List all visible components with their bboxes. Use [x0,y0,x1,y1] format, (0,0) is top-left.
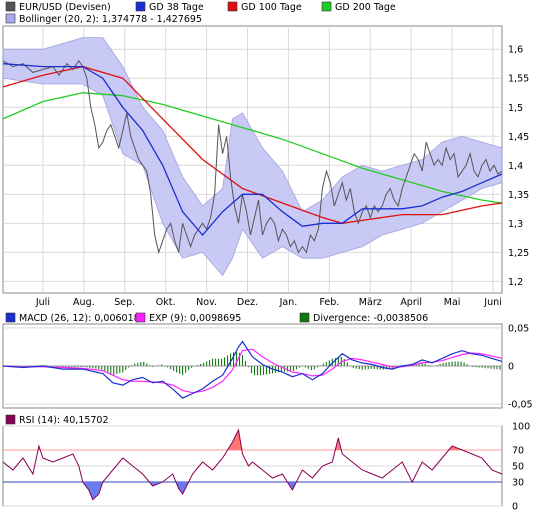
legend-label-bollinger-20-2-1-374778-1-427695: Bollinger (20, 2): 1,374778 - 1,427695 [19,14,202,25]
y-tick-label: 100 [512,422,530,433]
legend-swatch-divergence-0-0038506 [299,312,310,323]
bollinger-band-area [2,37,503,277]
x-tick-label-mai: Mai [444,297,461,308]
y-tick-label: 0 [512,502,518,513]
legend-label-gd-38-tage: GD 38 Tage [149,2,204,13]
legend-label-gd-100-tage: GD 100 Tage [241,2,302,13]
rsi-y-axis: 100 70 50 30 0 [512,422,530,513]
x-tick-label-aug: Aug. [73,297,95,308]
price-legend: EUR/USD (Devisen) GD 38 Tage GD 100 Tage GD… [5,1,396,25]
macd-lines [2,340,503,399]
macd-panel: MACD (26, 12): 0,0060189 EXP (9): 0,00986… [2,312,533,411]
price-lines [2,59,503,255]
series-line-eur-usd-devisen [2,59,503,255]
x-tick-label-juni: Juni [483,297,501,308]
price-x-axis: Juli Aug. Sep. Okt. Nov. Dez. Jan. Feb. März Apri… [35,297,502,308]
macd-y-axis: 0,05 0 -0,05 [508,323,533,410]
x-tick-label-dez: Dez. [237,297,258,308]
series-line-exp [2,348,503,394]
legend-label-gd-200-tage: GD 200 Tage [335,2,396,13]
bollinger-band [2,37,503,277]
price-panel: EUR/USD (Devisen) GD 38 Tage GD 100 Tage GD… [2,1,529,308]
y-tick-label: 1,25 [508,248,529,259]
y-tick-label: -0,05 [508,400,533,411]
y-tick-label: 1,2 [508,277,523,288]
series-line-rsi [2,428,503,501]
legend-swatch-bollinger-20-2-1-374778-1-427695 [5,13,16,24]
legend-swatch-exp-9-0-0098695 [135,312,146,323]
series-line-gd-38-tage [2,63,503,236]
legend-label-macd-26-12-0-0060189: MACD (26, 12): 0,0060189 [19,313,146,324]
x-tick-label-nov: Nov. [196,297,217,308]
x-tick-label-okt: Okt. [156,297,176,308]
y-tick-label: 70 [512,446,524,457]
y-tick-label: 0 [508,362,514,373]
x-tick-label-jan: Jan. [279,297,298,308]
legend-swatch-gd-100-tage [227,1,238,12]
legend-label-divergence-0-0038506: Divergence: -0,0038506 [313,313,428,324]
series-line-gd-200-tage [2,92,503,204]
x-tick-label-april: April [400,297,422,308]
y-tick-label: 30 [512,478,524,489]
x-tick-label-juli: Juli [35,297,50,308]
macd-legend: MACD (26, 12): 0,0060189 EXP (9): 0,00986… [5,312,428,324]
legend-swatch-macd-26-12-0-0060189 [5,312,16,323]
y-tick-label: 1,6 [508,45,523,56]
x-tick-label-sep: Sep. [114,297,135,308]
legend-label-rsi-14-40-15702: RSI (14): 40,15702 [19,415,109,426]
legend-swatch-eur-usd-devisen [5,1,16,12]
legend-label-exp-9-0-0098695: EXP (9): 0,0098695 [149,313,241,324]
y-tick-label: 1,3 [508,219,523,230]
series-line-macd [2,340,503,399]
legend-swatch-gd-200-tage [321,1,332,12]
y-tick-label: 50 [512,462,524,473]
y-tick-label: 1,35 [508,190,529,201]
rsi-legend: RSI (14): 40,15702 [5,414,109,426]
x-tick-label-feb: Feb. [319,297,339,308]
price-y-axis: 1,2 1,25 1,3 1,35 1,4 1,45 1,5 1,55 1,6 [508,45,529,288]
y-tick-label: 0,05 [508,323,529,334]
y-tick-label: 1,5 [508,103,523,114]
y-tick-label: 1,45 [508,132,529,143]
y-tick-label: 1,55 [508,74,529,85]
legend-swatch-gd-38-tage [135,1,146,12]
legend-swatch-rsi-14-40-15702 [5,414,16,425]
y-tick-label: 1,4 [508,161,523,172]
rsi-lines [2,428,503,501]
rsi-panel: RSI (14): 40,15702 100 70 50 30 0 [2,414,530,513]
series-line-gd-100-tage [2,65,503,224]
legend-label-eur-usd-devisen: EUR/USD (Devisen) [19,2,111,13]
x-tick-label-m-rz: März [359,297,382,308]
